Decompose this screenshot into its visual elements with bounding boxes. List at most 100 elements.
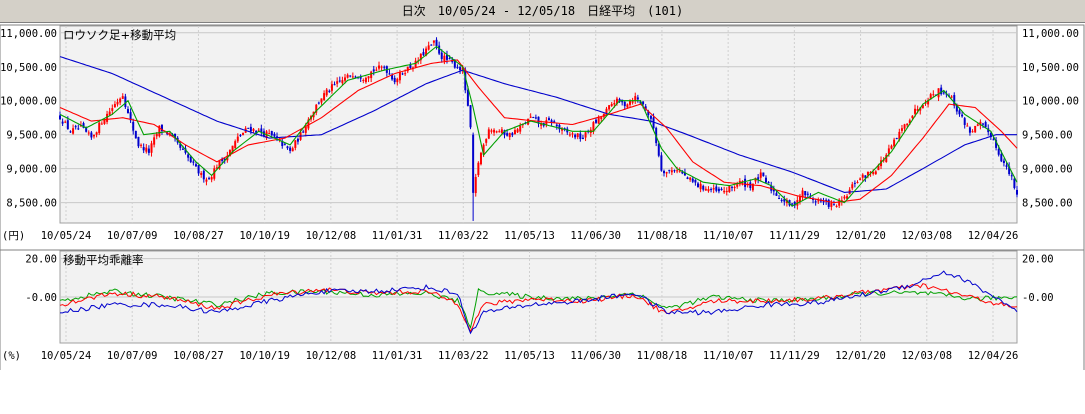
candle [778,195,781,200]
candle-body [215,167,218,169]
candle [333,81,336,86]
candle [134,130,137,139]
candle-body [330,84,333,91]
candle [555,122,558,130]
candle-body [111,108,114,111]
candle [733,185,736,192]
candle [927,97,930,108]
candle [600,116,603,123]
candle-body [534,117,537,119]
candle [205,177,208,186]
candle-body [87,132,90,134]
candle-body [890,145,893,149]
candle [859,177,862,181]
candle [388,69,391,75]
candle [150,140,153,157]
candle [286,145,289,150]
candle [485,138,488,146]
candle [697,181,699,188]
candle-body [513,130,516,135]
candle [108,107,111,116]
mid-moving-average-line [59,59,1018,204]
candle-body [702,185,705,190]
candle [511,132,514,138]
candle [325,88,328,97]
candle-body [631,101,634,103]
candle-body [866,171,869,176]
candle [208,176,211,180]
candle-body [681,171,684,174]
candle [906,123,909,128]
candle-body [189,156,192,163]
candle-body [976,124,979,126]
candle-body [432,40,435,43]
candle-body [798,196,801,203]
candle [710,187,713,193]
candle [827,198,830,209]
candle-body [550,120,553,123]
candle-body [422,52,425,56]
candle [741,180,744,186]
candle [728,185,731,193]
candle [341,76,344,86]
candle-body [289,147,292,151]
candle [725,187,728,196]
candle-body [555,124,558,127]
candle-body [830,203,833,207]
candle-body [66,120,69,130]
candle [364,76,367,84]
candle-body [613,103,616,105]
candle [98,120,101,135]
unit-label: (円) [2,230,25,242]
candle-body [401,73,404,75]
deviation-series-line [59,288,1017,330]
candle [82,121,85,129]
candle [668,169,671,174]
candle-body [602,113,605,117]
candle-body [362,79,365,81]
candle-body [561,128,564,131]
candle-body [103,119,106,124]
candle [422,48,425,57]
x-tick-label: 12/03/08 [901,230,952,242]
candle-body [759,172,762,178]
candle [937,88,940,102]
candle-body [757,177,760,180]
candle [375,67,378,72]
candle-body [113,104,116,108]
candle [469,105,472,130]
long-moving-average-line [59,56,1017,193]
candle [77,124,80,131]
period-label: 日次 [401,4,426,18]
candle-body [145,147,148,152]
candle [547,116,550,121]
candle [853,180,856,188]
candle-body [529,116,532,118]
candle-body [477,162,480,176]
candle-body [69,131,72,133]
candle [762,172,765,177]
candle-body [916,109,919,111]
candle [242,132,245,136]
candle [723,186,726,194]
candle-body [218,160,221,169]
candle-body [853,182,856,184]
candle [320,98,323,105]
candle [961,111,964,118]
candle [291,146,294,152]
candle-body [252,128,255,131]
candle-body [302,131,305,133]
candle-body [485,139,488,143]
candle [142,143,145,154]
candle-body [906,123,909,126]
candle-body [378,65,380,69]
candle [202,167,205,183]
candle [968,126,971,136]
candle [315,103,318,116]
candle-body [663,170,666,174]
candle-body [788,200,791,206]
candle [764,175,767,184]
candle-body [398,72,401,81]
candle-body [670,170,673,173]
candle-body [493,129,496,133]
